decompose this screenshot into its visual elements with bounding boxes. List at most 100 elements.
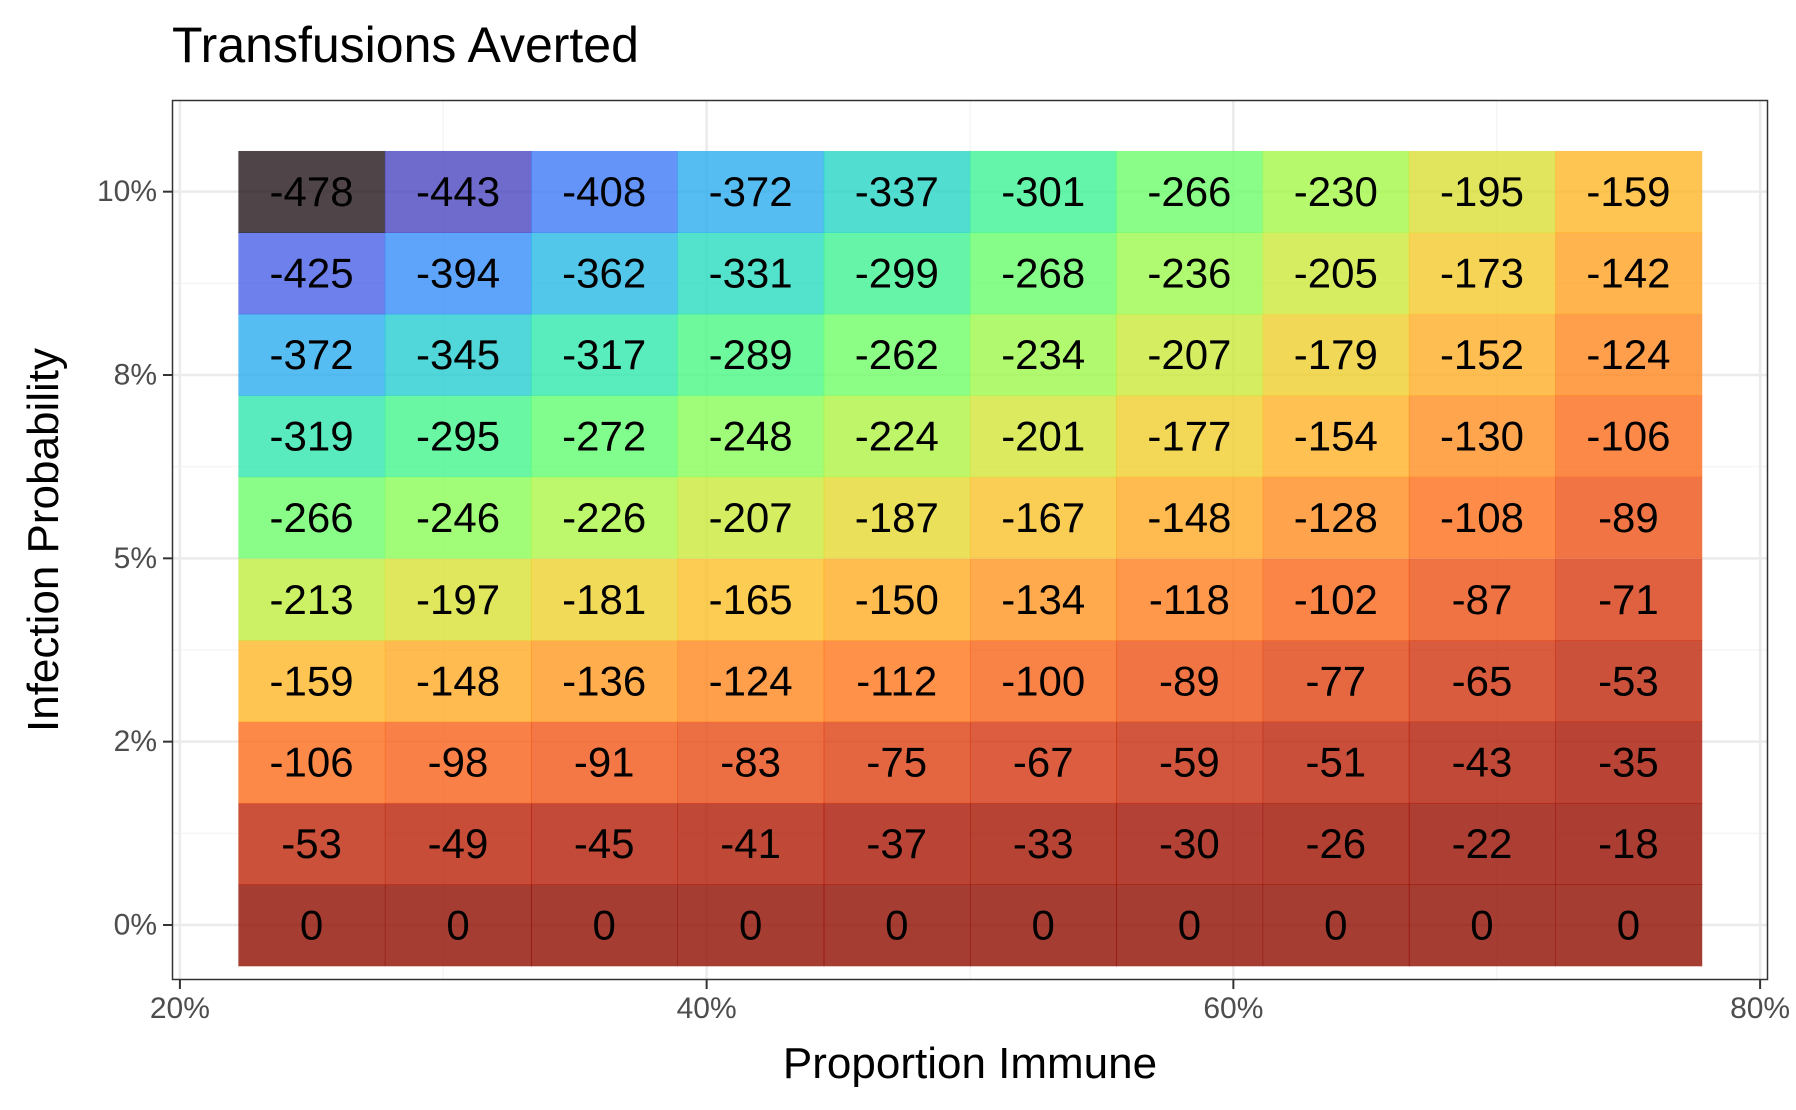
cell-value-label: -226 (562, 494, 646, 541)
y-tick-label: 2% (114, 725, 157, 758)
cell-value-label: -201 (1001, 412, 1085, 459)
cell-value-label: 0 (1178, 902, 1201, 949)
heatmap-cell (1116, 721, 1264, 804)
heatmap-cell (238, 558, 386, 641)
cell-value-label: -262 (855, 331, 939, 378)
heatmap-cell (1555, 802, 1703, 885)
cell-value-label: -165 (709, 576, 793, 623)
cell-value-label: -408 (562, 168, 646, 215)
heatmap-cell (1555, 150, 1703, 233)
cell-value-label: -71 (1598, 576, 1659, 623)
heatmap-cell (970, 313, 1118, 396)
cell-value-label: -425 (270, 250, 354, 297)
cell-value-label: -246 (416, 494, 500, 541)
cell-value-label: -230 (1294, 168, 1378, 215)
cell-value-label: -75 (866, 739, 927, 786)
x-tick-label: 80% (1730, 992, 1790, 1025)
heatmap-cell (1555, 232, 1703, 315)
heatmap-cell (1116, 395, 1264, 478)
cell-value-label: -142 (1586, 250, 1670, 297)
cell-value-label: -134 (1001, 576, 1085, 623)
heatmap-cell (1116, 884, 1264, 967)
cell-value-label: -130 (1440, 412, 1524, 459)
heatmap-cell (1116, 476, 1264, 559)
cell-value-label: -89 (1159, 657, 1220, 704)
cell-value-label: -22 (1452, 820, 1513, 867)
cell-value-label: -124 (1586, 331, 1670, 378)
x-axis-title: Proportion Immune (783, 1039, 1157, 1088)
cell-value-label: -102 (1294, 576, 1378, 623)
cell-value-label: -65 (1452, 657, 1513, 704)
heatmap-cell (238, 884, 386, 967)
cell-value-label: -362 (562, 250, 646, 297)
heatmap-cell (970, 150, 1118, 233)
heatmap-cell (530, 313, 678, 396)
heatmap-cell (677, 884, 825, 967)
heatmap-cell (1262, 395, 1410, 478)
heatmap-cell (823, 558, 971, 641)
heatmap-cell (970, 558, 1118, 641)
heatmap-cell (1555, 640, 1703, 723)
cell-value-label: -159 (1586, 168, 1670, 215)
heatmap-cell (677, 476, 825, 559)
heatmap-cell (970, 476, 1118, 559)
heatmap-cell (1262, 884, 1410, 967)
heatmap-cell (1555, 395, 1703, 478)
cell-value-label: -136 (562, 657, 646, 704)
cell-value-label: -37 (866, 820, 927, 867)
y-axis: 0% 2% 5% 8% 10% (97, 175, 172, 942)
cell-value-label: -205 (1294, 250, 1378, 297)
cell-value-label: -167 (1001, 494, 1085, 541)
cell-value-label: 0 (1324, 902, 1347, 949)
cell-value-label: -53 (281, 820, 342, 867)
heatmap-cell (384, 802, 532, 885)
heatmap-cell (530, 150, 678, 233)
x-axis: 20% 40% 60% 80% (150, 980, 1790, 1025)
heatmap-cell (530, 884, 678, 967)
cell-value-label: -108 (1440, 494, 1524, 541)
y-tick-label: 5% (114, 542, 157, 575)
cell-value-label: -154 (1294, 412, 1378, 459)
cell-value-label: 0 (1617, 902, 1640, 949)
cell-value-label: -319 (270, 412, 354, 459)
cell-value-label: -301 (1001, 168, 1085, 215)
heatmap-cell (1116, 558, 1264, 641)
chart-title: Transfusions Averted (172, 17, 639, 73)
cell-value-label: -443 (416, 168, 500, 215)
heatmap-cell (238, 232, 386, 315)
heatmap-cell (384, 640, 532, 723)
heatmap-cell (1408, 721, 1556, 804)
cell-value-label: -77 (1305, 657, 1366, 704)
heatmap-cell (677, 802, 825, 885)
heatmap-cell (1262, 802, 1410, 885)
cell-value-label: -317 (562, 331, 646, 378)
heatmap-cell (823, 802, 971, 885)
heatmap-cell (530, 721, 678, 804)
cell-value-label: -49 (428, 820, 489, 867)
heatmap-cell (1555, 476, 1703, 559)
cell-value-label: -30 (1159, 820, 1220, 867)
cell-value-label: -372 (270, 331, 354, 378)
cell-value-label: -98 (428, 739, 489, 786)
heatmap-cell (1408, 476, 1556, 559)
heatmap-cell (530, 802, 678, 885)
y-tick-label: 10% (97, 175, 157, 208)
heatmap-cell (1408, 232, 1556, 315)
heatmap-cell (677, 313, 825, 396)
cell-value-label: -478 (270, 168, 354, 215)
heatmap-cell (384, 150, 532, 233)
heatmap-cell (384, 558, 532, 641)
heatmap-cell (823, 232, 971, 315)
heatmap-cell (1262, 150, 1410, 233)
heatmap-cell (1555, 313, 1703, 396)
cell-value-label: -128 (1294, 494, 1378, 541)
cell-value-label: -207 (1147, 331, 1231, 378)
heatmap-cell (677, 150, 825, 233)
heatmap-cell (238, 313, 386, 396)
cell-value-label: -195 (1440, 168, 1524, 215)
heatmap-cell (677, 558, 825, 641)
heatmap-cell (1262, 476, 1410, 559)
cell-value-label: -173 (1440, 250, 1524, 297)
cell-value-label: -53 (1598, 657, 1659, 704)
heatmap-cell (823, 884, 971, 967)
